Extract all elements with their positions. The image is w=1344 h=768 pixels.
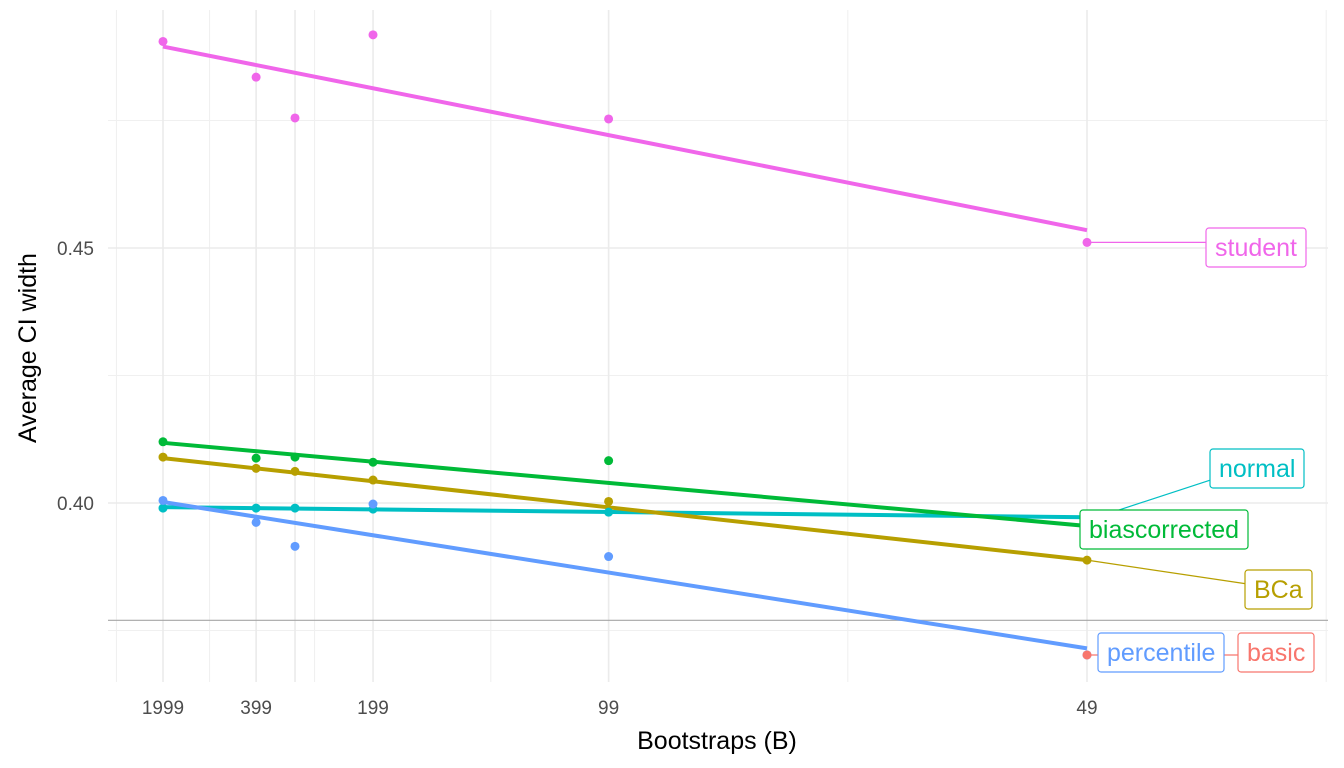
x-tick-label: 199 (357, 698, 389, 719)
series-label-box (1237, 632, 1315, 673)
series-labels: student normal biascorrected BCa basic percen… (1079, 227, 1315, 673)
series-label-text: basic (1247, 639, 1305, 667)
series-label-basic: basic (1237, 632, 1315, 673)
point-percentile (604, 552, 614, 562)
point-student (604, 114, 614, 124)
y-tick-label: 0.45 (57, 239, 94, 260)
series-label-text: biascorrected (1089, 516, 1239, 544)
series-label-text: normal (1219, 455, 1295, 483)
point-biascorrected (158, 437, 168, 447)
series-label-text: BCa (1254, 576, 1303, 604)
series-label-box (1205, 227, 1307, 268)
series-label-box (1244, 569, 1313, 610)
point-bca (368, 475, 378, 485)
x-tick-label: 1999 (142, 698, 184, 719)
point-biascorrected (368, 457, 378, 467)
x-tick-label: 49 (1076, 698, 1097, 719)
point-normal (290, 503, 300, 513)
series-label-text: student (1215, 234, 1297, 262)
point-percentile (158, 495, 168, 505)
series-label-box (1097, 632, 1225, 673)
trend-line-percentile (162, 500, 1088, 651)
point-bca (158, 452, 168, 462)
series-label-biascorrected: biascorrected (1079, 509, 1249, 550)
point-bca (604, 496, 614, 506)
x-axis-title: Bootstraps (B) (637, 727, 797, 755)
y-axis-ticks: 0.40 0.45 (57, 239, 94, 515)
series-label-normal: normal (1209, 448, 1305, 489)
y-axis-title: Average CI width (14, 253, 42, 443)
point-student (251, 72, 261, 82)
trend-line-bca (162, 456, 1088, 563)
trend-line-student (162, 44, 1088, 233)
point-bca (251, 463, 261, 473)
series-label-text: percentile (1107, 639, 1215, 667)
point-biascorrected (604, 456, 614, 466)
point-biascorrected (251, 453, 261, 463)
x-axis-ticks: 1999 399 199 99 49 (142, 698, 1098, 719)
trend-line-biascorrected (162, 440, 1088, 528)
x-tick-label: 99 (598, 698, 619, 719)
point-student (290, 113, 300, 123)
point-normal (251, 503, 261, 513)
series-label-bca: BCa (1244, 569, 1313, 610)
y-tick-label: 0.40 (57, 494, 94, 515)
minor-gridlines (108, 10, 1328, 682)
point-bca (290, 466, 300, 476)
point-student (158, 36, 168, 46)
point-normal (604, 507, 614, 517)
series-label-box (1079, 509, 1249, 550)
series-label-student: student (1205, 227, 1307, 268)
trend-lines (162, 44, 1088, 651)
point-percentile (368, 499, 378, 509)
series-label-percentile: percentile (1097, 632, 1225, 673)
point-student (368, 30, 378, 40)
point-normal (158, 503, 168, 513)
leader-normal (1114, 479, 1211, 512)
trend-line-normal (162, 505, 1088, 520)
x-tick-label: 399 (240, 698, 272, 719)
point-biascorrected (290, 452, 300, 462)
leader-bca (1086, 559, 1246, 585)
series-label-box (1209, 448, 1305, 489)
point-percentile (251, 517, 261, 527)
point-percentile (290, 541, 300, 551)
